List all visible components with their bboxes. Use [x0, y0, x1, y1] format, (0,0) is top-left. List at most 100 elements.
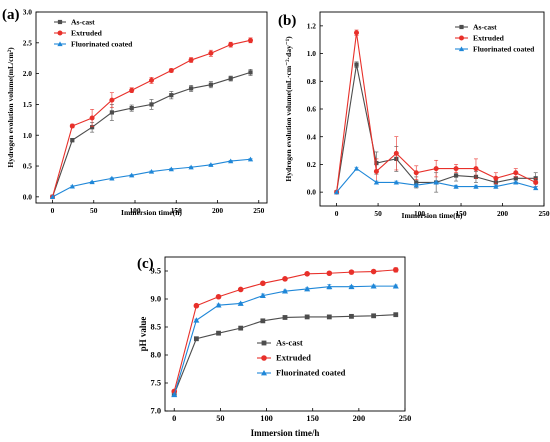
x-tick-label: 250	[399, 414, 412, 423]
series-circle	[334, 29, 539, 195]
legend-swatch-marker	[458, 46, 465, 52]
data-point	[348, 283, 355, 290]
series-square	[50, 69, 253, 199]
data-point	[393, 150, 399, 156]
data-point	[371, 313, 377, 319]
data-point	[370, 268, 377, 275]
x-tick-label: 100	[414, 209, 425, 218]
x-tick-label: 100	[260, 414, 273, 423]
data-point	[129, 87, 135, 93]
data-point	[69, 123, 75, 129]
series-square	[171, 312, 399, 397]
data-point	[513, 170, 519, 176]
data-point	[393, 312, 399, 318]
y-tick-label: 0.2	[307, 160, 317, 169]
legend-label: Extruded	[71, 29, 103, 38]
data-point	[373, 168, 379, 174]
chart-panel-c: 0 50 100 150 200 250 7.0 7.5 8.0 8.5 9.0 9.5 Immersi…	[138, 256, 412, 438]
x-tick-label: 150	[455, 209, 466, 218]
data-point	[248, 70, 253, 75]
x-tick-label: 50	[90, 206, 98, 215]
legend-label: Extruded	[276, 353, 311, 363]
y-axis-label: Hydrogen evolution volume(mL/cm²)	[6, 47, 15, 168]
data-point	[473, 183, 479, 189]
data-point	[259, 292, 266, 299]
y-tick-label: 9.0	[151, 295, 161, 304]
legend-swatch-marker	[57, 19, 63, 25]
data-point	[109, 110, 114, 115]
plot-frame	[35, 11, 268, 204]
data-point	[433, 166, 439, 172]
data-point	[533, 179, 539, 185]
x-tick-label: 200	[497, 209, 508, 218]
y-tick-label: 9.5	[151, 267, 161, 276]
data-point	[413, 182, 419, 188]
y-tick-label: 0.5	[23, 162, 33, 171]
panel-a-letter: (a)	[2, 7, 20, 23]
data-point	[247, 156, 254, 162]
data-point	[453, 166, 459, 172]
data-point	[215, 302, 222, 308]
data-point	[228, 158, 234, 164]
y-axis-label: Hydrogen evolution volume(mL·cm⁻²·day⁻¹)	[284, 36, 293, 182]
data-point	[69, 183, 75, 189]
data-point	[453, 183, 459, 189]
data-point	[348, 269, 355, 275]
y-tick-label: 0.0	[307, 188, 317, 197]
data-point	[109, 175, 115, 181]
x-tick-label: 100	[129, 206, 140, 215]
data-point	[228, 76, 233, 81]
y-axis-label: pH value	[138, 317, 148, 352]
data-point	[493, 175, 499, 181]
data-point	[193, 302, 200, 309]
y-tick-label: 8.5	[151, 323, 161, 332]
data-point	[513, 179, 519, 185]
legend-label: Fluorinated coated	[71, 40, 133, 49]
data-point	[188, 57, 194, 63]
y-tick-label: 0.0	[23, 192, 33, 201]
data-point	[326, 314, 332, 320]
series-circle	[171, 267, 399, 395]
plot-frame	[164, 256, 406, 412]
x-tick-label: 200	[212, 206, 223, 215]
y-tick-label: 8.0	[151, 351, 161, 360]
data-point	[168, 68, 174, 74]
x-tick-label: 200	[353, 414, 366, 423]
series-triangle	[333, 165, 539, 195]
data-point	[473, 166, 479, 172]
data-point	[129, 106, 134, 111]
legend-swatch-marker	[459, 35, 464, 41]
y-tick-label: 0.6	[307, 105, 317, 114]
data-point	[248, 37, 253, 43]
data-point	[453, 173, 459, 178]
x-tick-label: 250	[253, 206, 264, 215]
data-point	[533, 185, 539, 191]
data-point	[304, 271, 310, 277]
data-point	[109, 97, 115, 103]
y-tick-label: 1.2	[307, 21, 317, 30]
data-point	[216, 330, 221, 336]
x-tick-label: 50	[216, 414, 224, 423]
x-tick-label: 0	[51, 206, 55, 215]
chart-panel-b: 0 50 100 150 200 250 0.0 0.2 0.4 0.6 0.8 1.0 1.2 Imme…	[284, 11, 550, 220]
series-line	[51, 71, 251, 198]
data-point	[208, 162, 214, 167]
data-point	[433, 179, 439, 185]
data-point	[90, 125, 95, 130]
data-point	[370, 283, 377, 289]
data-point	[414, 180, 419, 185]
x-axis-label: Immersion time(h)	[402, 211, 463, 220]
data-point	[354, 62, 359, 67]
data-point	[392, 283, 399, 289]
legend-label: As-cast	[276, 338, 303, 348]
x-axis-label: Immersion time/h	[251, 428, 320, 438]
y-tick-label: 2.0	[23, 69, 33, 78]
x-tick-label: 0	[335, 209, 339, 218]
y-tick-label: 1.5	[23, 100, 33, 109]
data-point	[237, 300, 244, 306]
data-point	[193, 336, 199, 342]
data-point	[513, 176, 518, 181]
data-point	[333, 189, 340, 195]
chart-panel-a: 0 50 100 150 200 250 0.0 0.5 1.0 1.5 2.0 2.5 3.0 Imme…	[6, 8, 268, 217]
data-point	[208, 50, 214, 56]
